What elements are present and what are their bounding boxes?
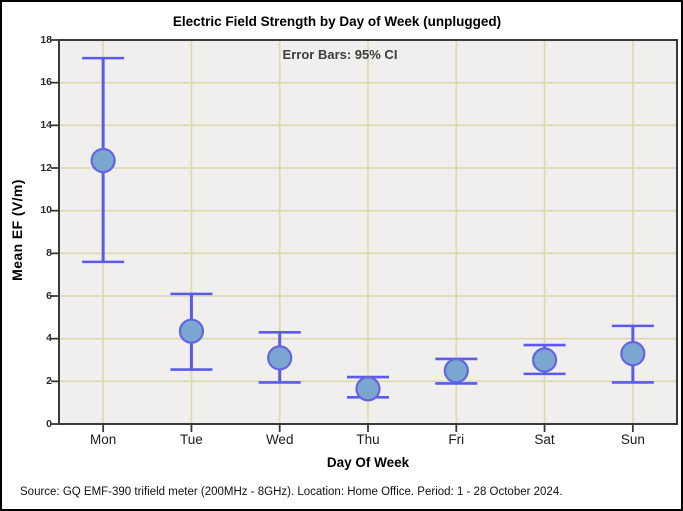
data-point-sun xyxy=(620,341,646,367)
y-tick-label: 10 xyxy=(40,204,52,217)
source-footnote: Source: GQ EMF-390 trifield meter (200MH… xyxy=(20,486,563,498)
chart-title: Electric Field Strength by Day of Week (… xyxy=(172,14,502,29)
x-tick-label: Tue xyxy=(180,432,203,447)
data-point-mon xyxy=(90,147,116,174)
x-tick-label: Mon xyxy=(90,432,117,447)
x-tick-label: Wed xyxy=(265,432,294,447)
y-tick-label: 14 xyxy=(40,118,52,131)
y-axis-label: Mean EF (V/m) xyxy=(9,179,25,281)
x-tick-label: Fri xyxy=(448,432,465,447)
y-tick-label: 2 xyxy=(46,374,52,387)
y-tick-label: 6 xyxy=(46,289,52,302)
data-point-tue xyxy=(178,318,205,344)
error-bars-annotation: Error Bars: 95% CI xyxy=(282,47,398,62)
data-point-sat xyxy=(531,347,558,373)
y-tick-label: 12 xyxy=(40,161,52,174)
plot-canvas xyxy=(51,39,678,432)
data-point-thu xyxy=(355,376,381,402)
y-tick-label: 18 xyxy=(40,33,52,46)
y-tick-label: 16 xyxy=(40,76,52,89)
x-tick-label: Thu xyxy=(356,432,380,447)
x-tick-label: Sun xyxy=(620,432,645,447)
x-axis-label: Day Of Week xyxy=(326,455,410,470)
y-tick-label: 0 xyxy=(46,417,52,430)
data-point-wed xyxy=(267,345,293,371)
data-point-fri xyxy=(443,358,469,384)
plot-frame xyxy=(58,39,678,425)
x-tick-label: Sat xyxy=(534,432,555,447)
y-tick-label: 4 xyxy=(46,332,52,345)
plot-area: Error Bars: 95% CI xyxy=(51,39,678,432)
y-tick-label: 8 xyxy=(46,246,52,259)
